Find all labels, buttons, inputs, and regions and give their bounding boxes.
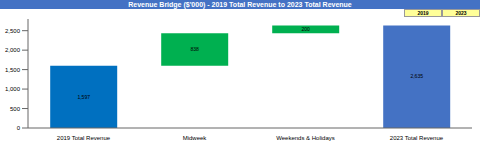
svg-text:2,635: 2,635	[410, 73, 423, 79]
svg-text:2,000: 2,000	[8, 47, 21, 53]
svg-text:2019 Total Revenue: 2019 Total Revenue	[57, 135, 111, 141]
svg-text:200: 200	[302, 26, 311, 32]
svg-text:1,597: 1,597	[77, 94, 90, 100]
svg-text:Weekends & Holidays: Weekends & Holidays	[276, 135, 335, 141]
svg-text:1,000: 1,000	[8, 86, 21, 92]
svg-text:Midweek: Midweek	[183, 135, 208, 141]
html-text:2019: 2019	[417, 10, 429, 16]
html-text:Revenue Bridge ($'000) - 2019: Revenue Bridge ($'000) - 2019 Total Reve…	[128, 1, 352, 8]
svg-text:500: 500	[10, 106, 21, 112]
svg-text:0: 0	[17, 125, 21, 131]
svg-text:2023 Total Revenue: 2023 Total Revenue	[390, 135, 444, 141]
svg-text:838: 838	[191, 46, 200, 52]
svg-text:2,500: 2,500	[8, 28, 21, 34]
svg-text:1,500: 1,500	[8, 67, 21, 73]
html-text:2023: 2023	[455, 10, 467, 16]
